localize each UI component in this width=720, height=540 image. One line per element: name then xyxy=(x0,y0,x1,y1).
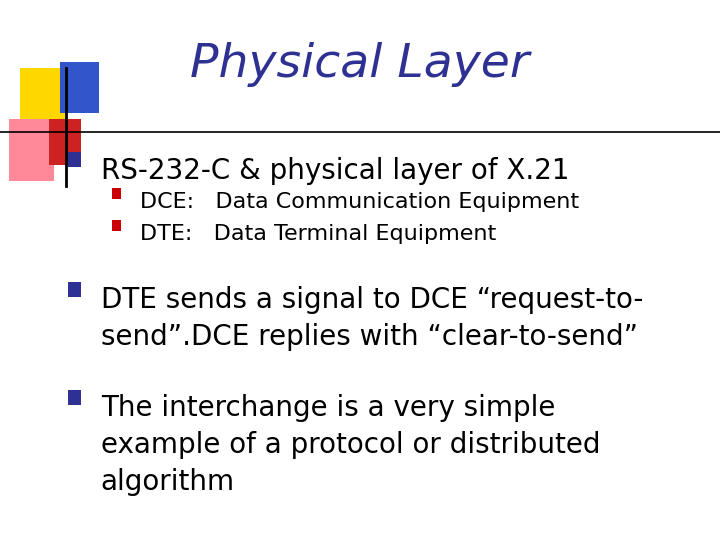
Bar xyxy=(68,152,81,167)
Text: Physical Layer: Physical Layer xyxy=(190,42,530,87)
Bar xyxy=(20,68,65,130)
Bar xyxy=(49,119,81,165)
Bar xyxy=(60,62,99,113)
Bar xyxy=(68,390,81,405)
Text: DTE:   Data Terminal Equipment: DTE: Data Terminal Equipment xyxy=(140,224,497,244)
Bar xyxy=(9,119,54,181)
Bar xyxy=(112,220,121,231)
Bar xyxy=(112,188,121,199)
Text: DTE sends a signal to DCE “request-to-
send”.DCE replies with “clear-to-send”: DTE sends a signal to DCE “request-to- s… xyxy=(101,286,643,351)
Text: DCE:   Data Communication Equipment: DCE: Data Communication Equipment xyxy=(140,192,580,212)
Text: RS-232-C & physical layer of X.21: RS-232-C & physical layer of X.21 xyxy=(101,157,570,185)
Text: The interchange is a very simple
example of a protocol or distributed
algorithm: The interchange is a very simple example… xyxy=(101,394,600,496)
Bar xyxy=(68,282,81,297)
